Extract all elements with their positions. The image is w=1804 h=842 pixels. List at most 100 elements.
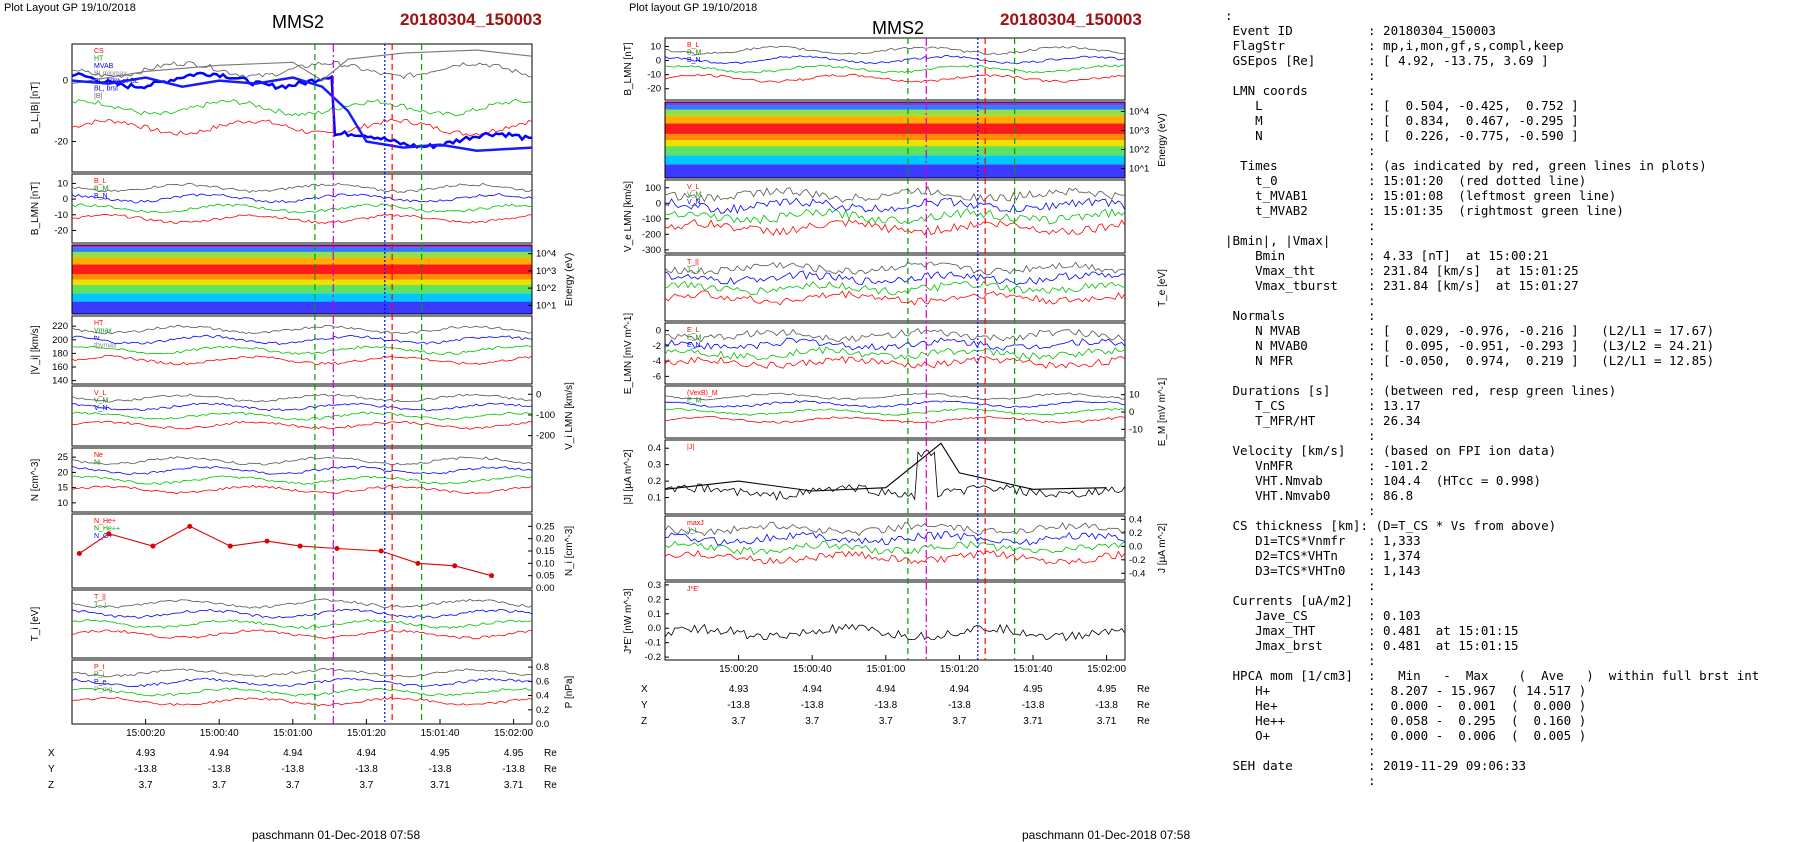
y-tick-label: 140 xyxy=(52,376,68,387)
spectrogram-band xyxy=(72,273,532,280)
y-axis-label: B_LMN [nT] xyxy=(30,182,41,236)
y-tick-label: -2 xyxy=(653,341,661,352)
position-value: 3.7 xyxy=(139,780,153,791)
y-tick-label: 100 xyxy=(645,183,661,194)
summary-line: : xyxy=(1225,218,1376,233)
mid-footer: paschmann 01-Dec-2018 07:58 xyxy=(1022,828,1191,842)
panel-je: 0.3 0.2 0.1 0.0 -0.1 -0.2 J*E' [nW m^-3] J*E' xyxy=(623,580,1126,663)
spectrogram-band xyxy=(72,293,532,302)
legend-entry: HT xyxy=(94,320,104,327)
trace-line xyxy=(664,64,1126,74)
summary-line: t_0 : 15:01:20 (red dotted line) xyxy=(1225,173,1587,188)
y-tick-label: 10^3 xyxy=(1129,126,1149,137)
y-tick-label: -300 xyxy=(642,245,661,256)
y-axis-label: B_L,|B| [nT] xyxy=(30,82,41,135)
position-value: -13.8 xyxy=(948,700,971,711)
summary-line: CS thickness [km]: (D=T_CS * Vs from abo… xyxy=(1225,518,1557,533)
trace-line xyxy=(71,355,533,366)
legend-entry: T_⊥ xyxy=(94,602,108,609)
y-tick-label: 0.0 xyxy=(1129,541,1142,552)
data-point xyxy=(297,543,303,549)
y-tick-label: -10 xyxy=(1129,424,1143,435)
y-tick-label: 10 xyxy=(57,498,68,509)
y-axis-label: E_LMN [mV m^-1] xyxy=(623,313,634,395)
y-tick-label: -20 xyxy=(54,225,68,236)
y-tick-label: -200 xyxy=(642,229,661,240)
y-tick-label: 0.25 xyxy=(536,521,555,532)
y-tick-label: 10^4 xyxy=(1129,107,1149,118)
trace-line xyxy=(664,400,1126,409)
position-unit: Re xyxy=(544,748,557,759)
spectrogram-band xyxy=(72,247,532,252)
legend-entry: BLminmax xyxy=(94,71,128,78)
trace-line xyxy=(664,280,1126,296)
summary-line: : xyxy=(1225,653,1376,668)
summary-line: GSEpos [Re] : [ 4.92, -13.75, 3.69 ] xyxy=(1225,53,1549,68)
trace-line xyxy=(664,45,1126,56)
position-value: -13.8 xyxy=(1095,700,1118,711)
summary-line: Vmax_tht : 231.84 [km/s] at 15:01:25 xyxy=(1225,263,1579,278)
trace-line xyxy=(72,475,533,485)
spectrogram-band xyxy=(665,155,1125,165)
legend-entry: V_N xyxy=(94,405,108,412)
y-tick-label: -0.2 xyxy=(645,652,661,663)
y-tick-label: 0.2 xyxy=(536,705,549,716)
summary-line: D1=TCS*Vnmfr : 1,333 xyxy=(1225,533,1421,548)
mid-event-title: 20180304_150003 xyxy=(1000,10,1142,29)
summary-line: He++ : 0.058 - 0.295 ( 0.160 ) xyxy=(1225,713,1587,728)
y-tick-label: 0.0 xyxy=(536,719,549,730)
y-tick-label: 0.15 xyxy=(536,546,555,557)
x-tick-label: 15:00:40 xyxy=(793,664,832,675)
x-tick-label: 15:01:40 xyxy=(421,728,460,739)
trace-line xyxy=(71,598,533,609)
trace-line xyxy=(71,696,533,707)
panel-vi: 220 200 180 160 140 |V_i| [km/s] HTVmaxtvtbvma… xyxy=(30,315,533,387)
panel-frame xyxy=(664,439,1126,515)
position-row-label: Z xyxy=(48,780,54,791)
position-value: 3.7 xyxy=(732,716,746,727)
panel-espec: 10^4 10^3 10^2 10^1 Energy (eV) xyxy=(664,101,1168,179)
spectrogram-band xyxy=(665,102,1125,106)
x-tick-label: 15:01:20 xyxy=(347,728,386,739)
trace-line xyxy=(664,550,1126,565)
summary-line: D2=TCS*VHTn : 1,374 xyxy=(1225,548,1421,563)
panel-frame xyxy=(71,513,533,589)
legend-entry: maxJ xyxy=(687,520,704,527)
legend-entry: V_L xyxy=(94,390,107,397)
y-tick-label: 0.2 xyxy=(648,476,661,487)
y-tick-label: 0.4 xyxy=(648,443,661,454)
spectrogram-band xyxy=(72,285,532,294)
summary-line: N MVAB : [ 0.029, -0.976, -0.216 ] (L2/L… xyxy=(1225,323,1715,338)
legend-entry: HT xyxy=(94,56,104,63)
y-tick-label: 0.3 xyxy=(648,460,661,471)
legend-entry: CS xyxy=(94,48,104,55)
summary-line: : xyxy=(1225,503,1376,518)
trace-line xyxy=(71,677,533,688)
y-tick-label: -200 xyxy=(536,431,555,442)
summary-line: : xyxy=(1225,143,1376,158)
summary-line: FlagStr : mp,i,mon,gf,s,compl,keep xyxy=(1225,38,1564,53)
panel-frame xyxy=(664,581,1126,661)
y-tick-label: 0.20 xyxy=(536,534,555,545)
y-tick-label: 220 xyxy=(52,321,68,332)
trace-line xyxy=(664,219,1126,236)
mid-layout-label: Plot layout GP 19/10/2018 xyxy=(629,2,758,14)
panel-ti: T_i [eV] T_||T_⊥ xyxy=(30,589,533,659)
y-tick-label: 15 xyxy=(57,483,68,494)
legend-entry: tv xyxy=(94,335,100,342)
trace-line xyxy=(71,71,533,150)
y-tick-label: 0.8 xyxy=(536,662,549,673)
spectrogram-band xyxy=(665,109,1125,116)
y-tick-label: 0.3 xyxy=(648,580,661,591)
summary-line: : xyxy=(1225,293,1376,308)
position-value: 4.94 xyxy=(950,684,970,695)
y-tick-label: -0.2 xyxy=(1129,555,1145,566)
position-value: -13.8 xyxy=(801,700,824,711)
y-tick-label: -6 xyxy=(653,371,661,382)
y-tick-label: 0 xyxy=(63,76,68,87)
y-axis-label: J [µA m^-2] xyxy=(1157,523,1168,573)
y-tick-label: 0.1 xyxy=(648,493,661,504)
event-summary-text: : Event ID : 20180304_150003 FlagStr : m… xyxy=(1225,8,1795,788)
summary-line: Currents [uA/m2] : xyxy=(1225,593,1376,608)
panel-frame xyxy=(664,322,1126,385)
